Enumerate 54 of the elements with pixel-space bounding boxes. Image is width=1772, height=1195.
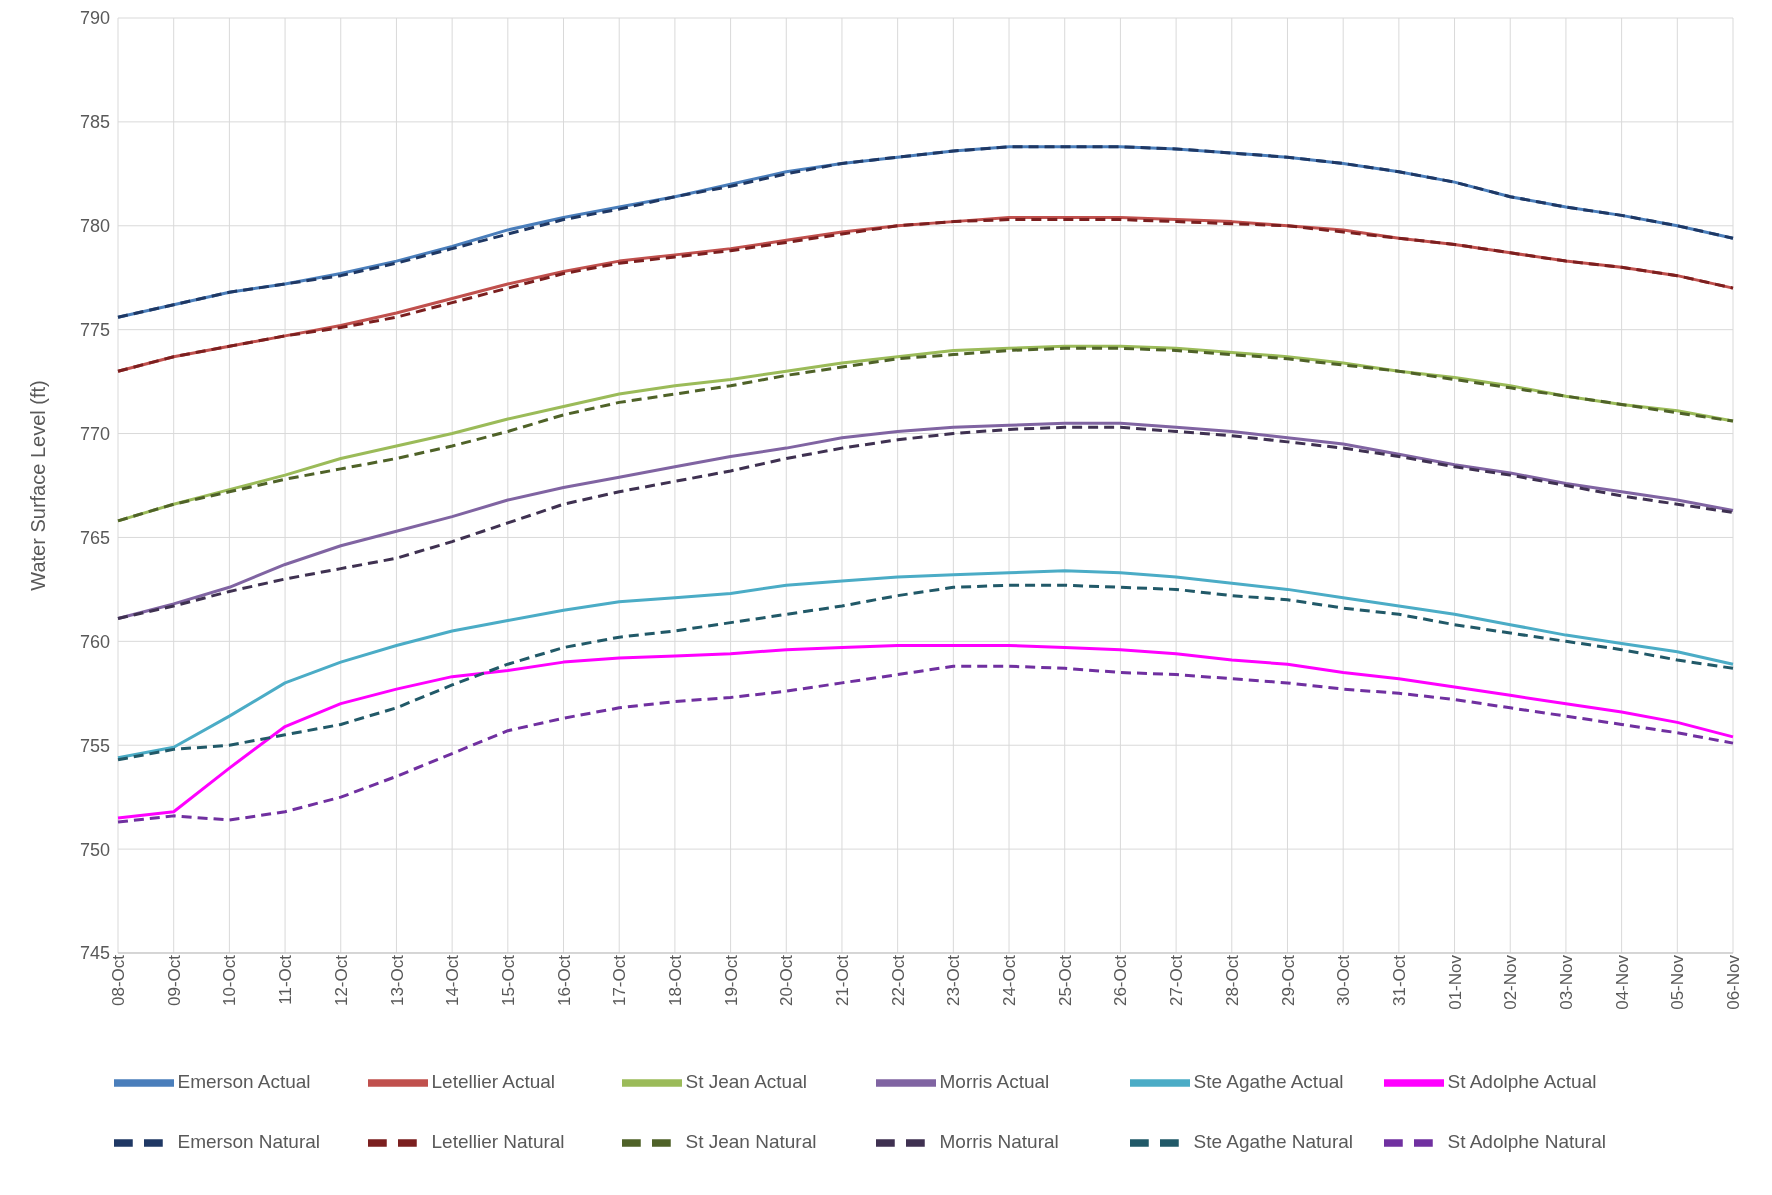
y-tick-label: 775 [79,320,110,341]
x-tick-label: 23-Oct [944,954,964,1007]
legend-label: Ste Agathe Actual [1193,1071,1345,1094]
x-tick-label: 14-Oct [443,954,463,1007]
legend-label: Letellier Natural [431,1131,566,1154]
x-tick-label: 20-Oct [777,954,797,1007]
x-tick-label: 12-Oct [331,954,351,1007]
line-series [116,145,1735,319]
y-tick-label: 770 [79,423,110,444]
x-tick-label: 01-Nov [1445,954,1465,1010]
legend-label: St Jean Natural [685,1131,818,1154]
x-tick-label: 17-Oct [610,954,630,1007]
legend-label: St Jean Actual [685,1071,808,1094]
x-tick-label: 27-Oct [1167,954,1187,1007]
x-tick-label: 21-Oct [833,954,853,1007]
x-tick-label: 28-Oct [1222,954,1242,1007]
x-tick-label: 22-Oct [888,954,908,1007]
x-tick-label: 02-Nov [1501,954,1521,1010]
x-tick-label: 08-Oct [109,954,129,1007]
y-tick-label: 750 [79,839,110,860]
legend-label: Emerson Natural [177,1131,322,1154]
y-tick-label: 755 [79,735,110,756]
legend-label: Ste Agathe Natural [1193,1131,1354,1154]
y-tick-label: 760 [79,631,110,652]
x-tick-label: 25-Oct [1055,954,1075,1007]
legend-label: Emerson Actual [177,1071,312,1094]
legend-label: St Adolphe Natural [1447,1131,1607,1154]
legend-label: Morris Natural [939,1131,1060,1154]
y-tick-label: 765 [79,527,110,548]
x-tick-label: 19-Oct [721,954,741,1007]
x-tick-label: 16-Oct [554,954,574,1007]
x-tick-label: 10-Oct [220,954,240,1007]
x-tick-label: 03-Nov [1557,954,1576,1010]
x-tick-label: 30-Oct [1334,954,1354,1007]
legend-label: Morris Actual [939,1071,1051,1094]
y-tick-label: 790 [79,8,110,29]
legend-label: Letellier Actual [431,1071,557,1094]
y-tick-label: 780 [79,216,110,237]
x-tick-label: 06-Nov [1724,954,1744,1010]
x-tick-label: 31-Oct [1389,954,1409,1007]
x-tick-label: 24-Oct [1000,954,1020,1007]
x-tick-label: 15-Oct [498,954,518,1007]
x-tick-label: 05-Nov [1668,954,1688,1010]
y-tick-label: 785 [79,112,110,133]
y-tick-label: 745 [79,943,110,964]
x-tick-label: 26-Oct [1111,954,1131,1007]
legend-label: St Adolphe Actual [1447,1071,1598,1094]
x-tick-label: 11-Oct [276,954,296,1005]
x-tick-label: 13-Oct [387,954,407,1007]
y-axis-title: Water Surface Level (ft) [27,380,50,591]
x-tick-label: 09-Oct [164,954,184,1007]
x-tick-label: 29-Oct [1278,954,1298,1007]
x-tick-label: 18-Oct [665,954,685,1007]
x-tick-label: 04-Nov [1612,954,1632,1010]
